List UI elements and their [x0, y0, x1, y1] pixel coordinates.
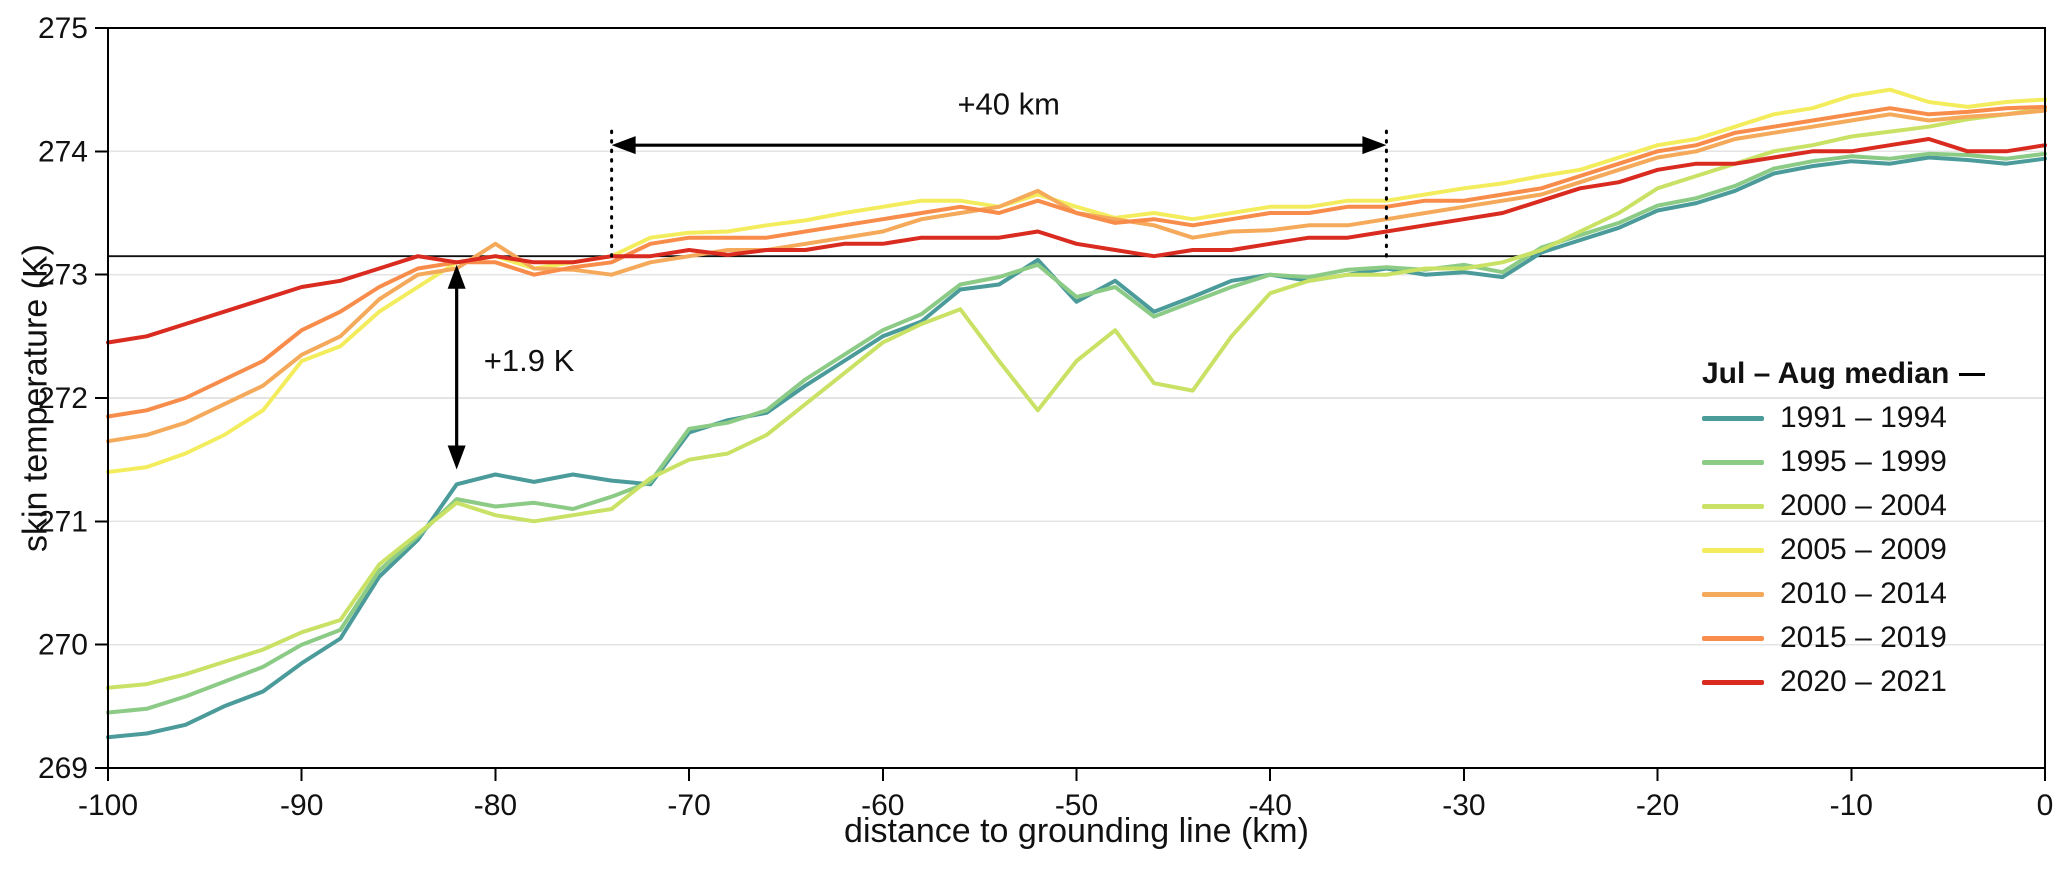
legend-entries: 1991 – 1994 1995 – 1999 2000 – 2004 2005 – … — [1702, 396, 2054, 704]
x-tick-label: -20 — [1636, 789, 1679, 822]
legend-entry: 2020 – 2021 — [1702, 660, 2054, 704]
x-tick-label: -80 — [474, 789, 517, 822]
y-tick-label: 272 — [38, 382, 88, 415]
series-line-2000–2004 — [106, 106, 2047, 690]
arrow-head-up — [447, 264, 466, 289]
x-tick-label: -70 — [667, 789, 710, 822]
legend-swatch — [1702, 591, 1764, 597]
legend-swatch — [1702, 459, 1764, 465]
x-tick-label: 0 — [2037, 789, 2054, 822]
series-line-2005–2009 — [106, 87, 2047, 474]
series-line-2015–2019 — [106, 104, 2047, 419]
legend-swatch — [1702, 679, 1764, 685]
legend-entry: 1995 – 1999 — [1702, 440, 2054, 484]
arrow-head-right — [1362, 136, 1387, 155]
legend-entry: 2005 – 2009 — [1702, 528, 2054, 572]
legend-title: Jul – Aug median — [1702, 357, 1950, 390]
legend-entry: 2010 – 2014 — [1702, 572, 2054, 616]
legend-entry-label: 2015 – 2019 — [1780, 621, 1947, 654]
x-axis-label: distance to grounding line (km) — [844, 812, 1309, 850]
x-tick-label: -60 — [861, 789, 904, 822]
legend-title-row: Jul – Aug median — [1702, 352, 2054, 396]
annotation-label-40km: +40 km — [957, 86, 1060, 121]
x-tick-label: -40 — [1249, 789, 1292, 822]
x-tick-label: -100 — [78, 789, 138, 822]
legend-title-line — [1959, 372, 1986, 376]
legend-entry: 2000 – 2004 — [1702, 484, 2054, 528]
legend-entry: 1991 – 1994 — [1702, 396, 2054, 440]
legend: Jul – Aug median 1991 – 1994 1995 – 1999 2… — [1702, 352, 2054, 704]
series-line-2020–2021 — [106, 137, 2047, 345]
y-tick-label: 270 — [38, 629, 88, 662]
y-axis-label: skin temperature (K) — [16, 244, 55, 552]
x-tick-label: -10 — [1830, 789, 1873, 822]
y-tick-label: 275 — [38, 12, 88, 45]
legend-entry-label: 2020 – 2021 — [1780, 665, 1947, 698]
x-tick-label: -50 — [1055, 789, 1098, 822]
legend-swatch — [1702, 415, 1764, 421]
legend-swatch — [1702, 503, 1764, 509]
arrow-head-left — [611, 136, 636, 155]
legend-swatch — [1702, 547, 1764, 553]
y-tick-label: 274 — [38, 135, 88, 168]
legend-entry-label: 1995 – 1999 — [1780, 445, 1947, 478]
y-tick-label: 269 — [38, 752, 88, 785]
legend-swatch — [1702, 635, 1764, 641]
x-tick-label: -90 — [280, 789, 323, 822]
legend-entry-label: 2000 – 2004 — [1780, 489, 1947, 522]
legend-entry-label: 1991 – 1994 — [1780, 401, 1947, 434]
arrow-head-down — [447, 445, 466, 470]
y-tick-label: 273 — [38, 259, 88, 292]
legend-entry-label: 2010 – 2014 — [1780, 577, 1947, 610]
legend-entry: 2015 – 2019 — [1702, 616, 2054, 660]
annotation-label-19k: +1.9 K — [484, 343, 575, 378]
legend-entry-label: 2005 – 2009 — [1780, 533, 1947, 566]
y-tick-label: 271 — [38, 505, 88, 538]
x-tick-label: -30 — [1442, 789, 1485, 822]
